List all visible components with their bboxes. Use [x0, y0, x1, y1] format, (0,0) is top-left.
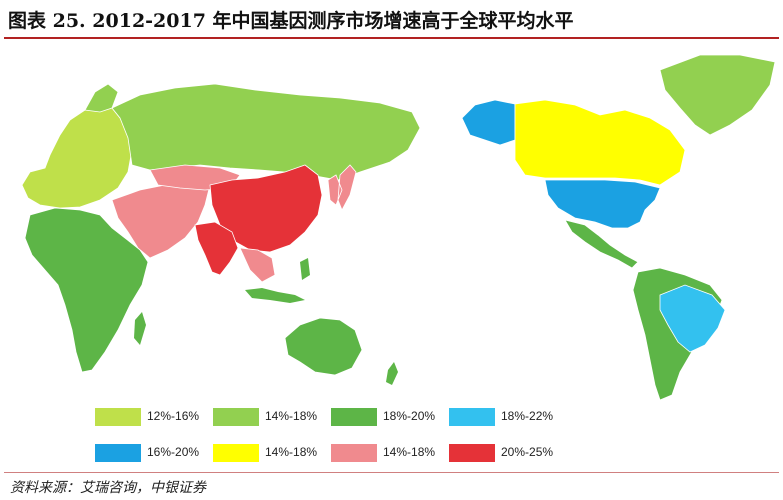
legend-swatch	[95, 444, 141, 462]
region-madagascar	[134, 312, 146, 345]
legend-label: 14%-18%	[265, 409, 318, 423]
region-korea-japan	[327, 164, 357, 211]
figure-title: 图表 25. 2012-2017 年中国基因测序市场增速高于全球平均水平	[8, 10, 574, 32]
legend-item: 18%-22%	[449, 406, 564, 428]
title-divider	[4, 37, 779, 39]
region-canada	[514, 99, 686, 186]
region-europe	[21, 99, 133, 209]
legend-label: 18%-20%	[383, 409, 436, 423]
region-australia	[284, 317, 363, 376]
legend-swatch	[331, 444, 377, 462]
legend-item: 14%-18%	[331, 442, 446, 464]
legend: 12%-16% 14%-18% 18%-20% 18%-22% 16%-20% …	[95, 406, 565, 468]
legend-label: 18%-22%	[501, 409, 554, 423]
legend-swatch	[95, 408, 141, 426]
legend-item: 14%-18%	[213, 442, 328, 464]
region-new-zealand	[386, 362, 398, 385]
legend-item: 20%-25%	[449, 442, 564, 464]
legend-swatch	[449, 408, 495, 426]
legend-swatch	[331, 408, 377, 426]
region-southeast-asia	[239, 247, 276, 283]
legend-swatch	[449, 444, 495, 462]
region-scandinavia	[84, 83, 119, 113]
region-africa	[24, 207, 149, 373]
region-india	[194, 221, 239, 276]
legend-item: 14%-18%	[213, 406, 328, 428]
source-divider	[4, 472, 779, 473]
region-brazil	[659, 284, 726, 353]
region-mexico-central-america	[564, 219, 639, 269]
region-greenland	[659, 54, 776, 136]
world-map	[21, 54, 776, 401]
legend-label: 12%-16%	[147, 409, 200, 423]
legend-item: 18%-20%	[331, 406, 446, 428]
legend-swatch	[213, 444, 259, 462]
legend-label: 14%-18%	[265, 445, 318, 459]
region-indonesia	[245, 258, 310, 303]
region-russia	[111, 83, 421, 181]
legend-label: 20%-25%	[501, 445, 554, 459]
legend-item: 16%-20%	[95, 442, 210, 464]
source-note: 资料来源：艾瑞咨询，中银证券	[10, 480, 206, 496]
legend-label: 14%-18%	[383, 445, 436, 459]
legend-label: 16%-20%	[147, 445, 200, 459]
legend-swatch	[213, 408, 259, 426]
region-usa	[544, 179, 661, 229]
region-alaska	[461, 99, 516, 146]
legend-item: 12%-16%	[95, 406, 210, 428]
